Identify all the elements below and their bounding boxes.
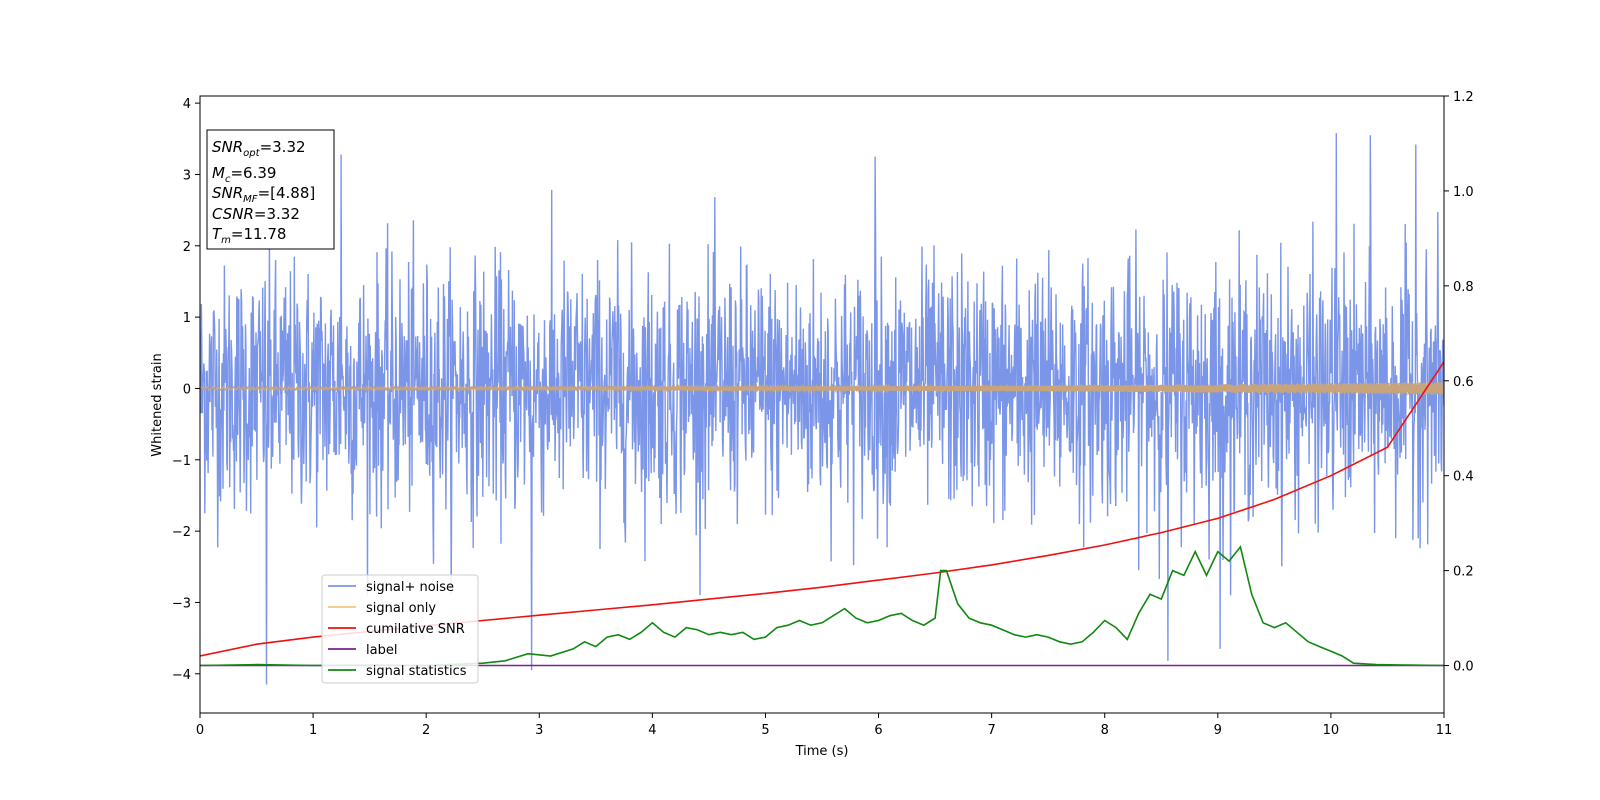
info-box-frame: [206, 129, 335, 250]
y2-tick-label: 0.8: [1453, 280, 1474, 295]
series-signal-statistics: [200, 545, 1444, 667]
x-axis-label: Time (s): [795, 744, 849, 759]
y2-tick-label: 0.4: [1453, 470, 1474, 485]
y2-tick-label: 0.0: [1453, 660, 1474, 675]
y-tick-label: −2: [172, 525, 191, 540]
legend-entry: signal+ noise: [366, 580, 454, 595]
x-tick-label: 3: [535, 723, 543, 738]
x-tick-label: 10: [1323, 723, 1340, 738]
y-axis-right: 0.0 0.2 0.4 0.6 0.8 1.0 1.2: [1444, 90, 1474, 675]
legend-entry: cumilative SNR: [366, 622, 465, 637]
x-tick-label: 0: [196, 723, 204, 738]
x-tick-label: 6: [874, 723, 882, 738]
info-line: Tm=11.78: [212, 225, 286, 246]
legend-entry: label: [366, 643, 397, 658]
plot-frame: [199, 95, 1445, 714]
y-tick-label: −3: [172, 596, 191, 611]
y-tick-label: −4: [172, 668, 191, 683]
y-tick-label: 2: [183, 240, 191, 255]
x-tick-label: 9: [1214, 723, 1222, 738]
y2-tick-label: 0.2: [1453, 565, 1474, 580]
legend-entry: signal statistics: [366, 664, 467, 679]
y-tick-label: 0: [183, 382, 191, 397]
info-line: CSNR=3.32: [212, 205, 300, 223]
x-tick-label: 11: [1436, 723, 1453, 738]
x-tick-label: 2: [422, 723, 430, 738]
info-line: Mc=6.39: [212, 164, 276, 185]
y2-tick-label: 1.0: [1453, 185, 1474, 200]
x-tick-label: 1: [309, 723, 317, 738]
legend: signal+ noise signal only cumilative SNR la…: [321, 574, 479, 684]
y-tick-label: 4: [183, 97, 191, 112]
y-axis-label: Whitened strain: [150, 353, 165, 456]
y-tick-label: −1: [172, 454, 191, 469]
y-tick-label: 1: [183, 311, 191, 326]
info-line: SNRMF=[4.88]: [212, 184, 315, 205]
y2-tick-label: 1.2: [1453, 90, 1474, 105]
info-line: SNRopt=3.32: [212, 138, 306, 159]
y-tick-label: 3: [183, 168, 191, 183]
legend-frame: [321, 574, 479, 684]
x-tick-label: 5: [761, 723, 769, 738]
series-signal-noise: [200, 133, 1444, 685]
y-axis-left: −4 −3 −2 −1 0 1 2 3 4: [172, 97, 200, 683]
x-tick-label: 8: [1101, 723, 1109, 738]
legend-entry: signal only: [366, 601, 436, 616]
x-tick-label: 4: [648, 723, 656, 738]
series-signal-only: [200, 382, 1444, 395]
x-axis: 0 1 2 3 4 5 6 7 8 9 10 11: [196, 713, 1452, 738]
x-tick-label: 7: [987, 723, 995, 738]
y2-tick-label: 0.6: [1453, 375, 1474, 390]
